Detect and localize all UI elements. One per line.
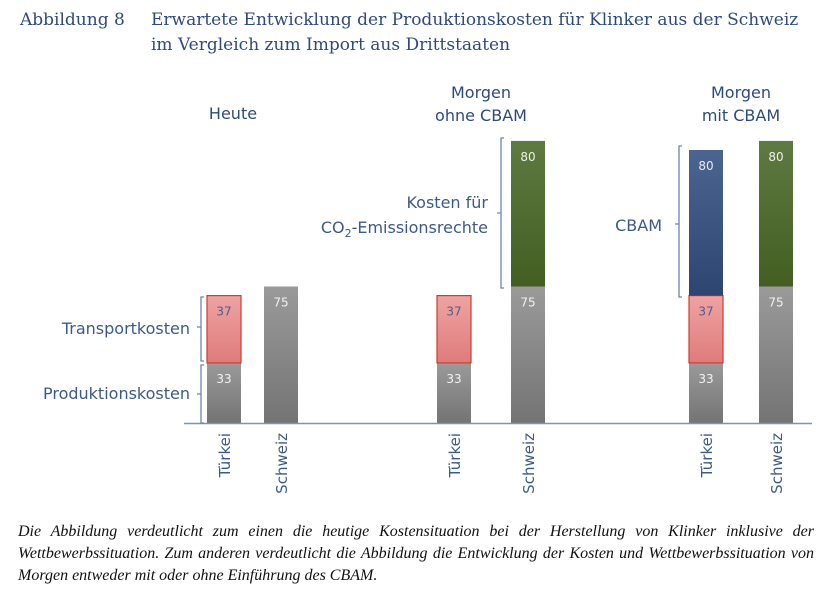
annotation-produktionskosten: Produktionskosten [43, 384, 190, 403]
data-label: 80 [698, 159, 713, 173]
figure-number: Abbildung 8 [20, 10, 125, 30]
figure-title: Erwartete Entwicklung der Produktionskos… [151, 10, 799, 55]
co2-post: -Emissionsrechte [352, 218, 488, 237]
group-label-morgen-ohne-line1: Morgen [451, 83, 511, 102]
data-label: 75 [520, 296, 535, 310]
bar-segment-tuerkei-transportkosten [688, 295, 724, 364]
x-labels: Türkei Schweiz Türkei Schweiz Türkei Schweiz [216, 433, 786, 494]
data-label: 37 [216, 305, 231, 319]
x-tick-label: Schweiz [273, 433, 291, 494]
data-label: 33 [698, 372, 713, 386]
brace-co2 [497, 137, 504, 289]
group-label-heute: Heute [209, 104, 257, 123]
data-label: 75 [768, 296, 783, 310]
x-tick-label: Schweiz [768, 433, 786, 494]
bar-segment-tuerkei-produktionskosten [207, 362, 241, 423]
group-label-morgen-ohne-line2: ohne CBAM [435, 106, 527, 125]
bar-segment-tuerkei-cbam [689, 150, 723, 296]
bar-segment-tuerkei-transportkosten [436, 295, 472, 364]
data-label: 33 [446, 372, 461, 386]
bar-segment-schweiz-co2-emissionsrechte [759, 140, 793, 287]
data-label: 33 [216, 372, 231, 386]
x-tick-label: Türkei [698, 433, 716, 478]
bars: 33 37 75 33 37 75 80 33 37 80 75 80 [206, 140, 793, 423]
brace-produktionskosten [197, 364, 204, 424]
bar-segment-schweiz-co2-emissionsrechte [511, 140, 545, 287]
data-label: 37 [698, 305, 713, 319]
figure-caption: Die Abbildung verdeutlicht zum einen die… [18, 523, 814, 584]
bar-segment-schweiz-produktionskosten [759, 286, 793, 423]
bar-segment-schweiz-produktionskosten [511, 286, 545, 423]
co2-pre: CO [321, 218, 345, 237]
chart: 33 37 75 33 37 75 80 33 37 80 75 80 Heute Morgen oh… [43, 83, 812, 494]
brace-cbam [675, 145, 682, 298]
annotation-cbam: CBAM [615, 216, 662, 235]
x-tick-label: Türkei [446, 433, 464, 478]
data-label: 37 [446, 305, 461, 319]
x-tick-label: Türkei [216, 433, 234, 478]
data-label: 80 [768, 150, 783, 164]
annotation-co2-line1: Kosten für [406, 193, 488, 212]
brace-transportkosten [197, 296, 204, 362]
bar-segment-tuerkei-produktionskosten [689, 362, 723, 423]
data-label: 75 [273, 296, 288, 310]
co2-sub: 2 [345, 227, 352, 240]
bar-segment-tuerkei-transportkosten [206, 295, 242, 364]
annotation-co2-line2: CO2-Emissionsrechte [321, 218, 488, 240]
bar-segment-schweiz-produktionskosten [264, 286, 298, 423]
annotation-transportkosten: Transportkosten [61, 319, 190, 338]
bar-segment-tuerkei-produktionskosten [437, 362, 471, 423]
group-label-morgen-mit-line2: mit CBAM [702, 106, 780, 125]
x-tick-label: Schweiz [520, 433, 538, 494]
data-label: 80 [520, 150, 535, 164]
group-label-morgen-mit-line1: Morgen [711, 83, 771, 102]
